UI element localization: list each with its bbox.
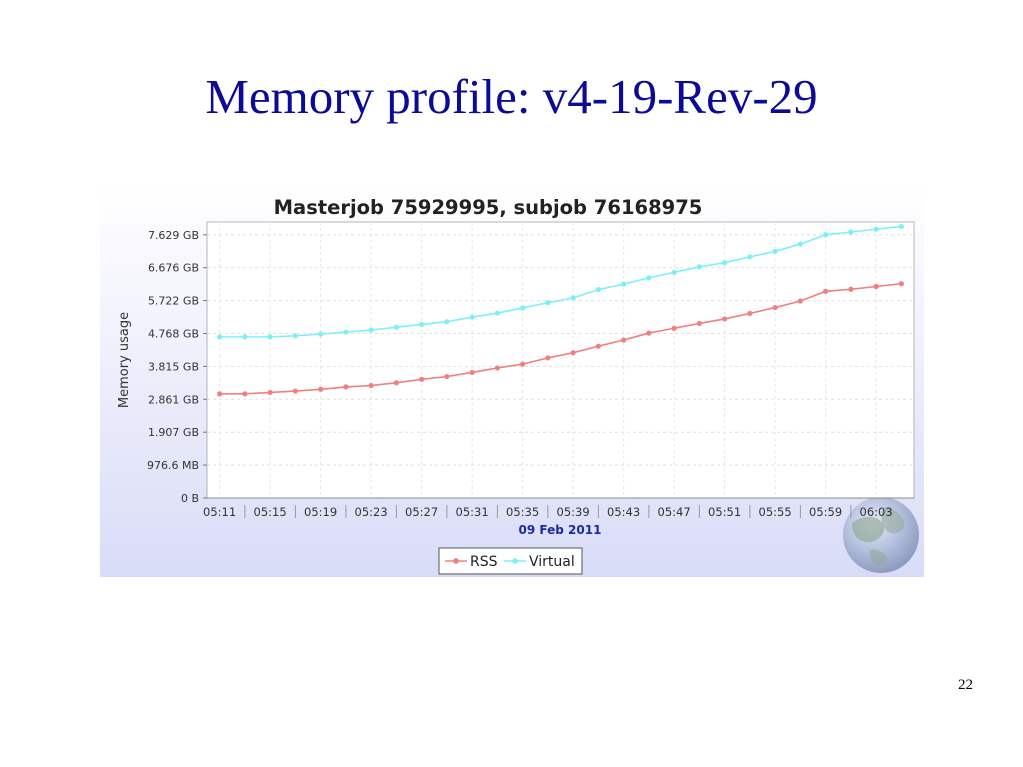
data-point-virtual	[823, 232, 829, 238]
data-point-virtual	[898, 223, 904, 230]
y-tick-label: 6.676 GB	[148, 262, 199, 275]
data-point-rss	[797, 298, 803, 304]
data-point-rss	[444, 373, 450, 380]
data-point-virtual	[595, 287, 601, 293]
x-tick-label: 05:55	[759, 505, 792, 519]
data-point-rss	[292, 388, 298, 394]
data-point-rss	[671, 325, 677, 331]
y-tick-label: 3.815 GB	[148, 360, 199, 373]
y-axis: 0 B 976.6 MB 1.907 GB 2.861 GB 3.815 GB 4.768…	[147, 229, 207, 505]
data-point-rss	[393, 380, 399, 386]
data-point-virtual	[621, 281, 627, 287]
legend: RSS Virtual	[438, 547, 583, 575]
data-point-virtual	[419, 321, 425, 328]
x-tick-label: 05:47	[658, 505, 691, 519]
x-tick-label: 05:15	[254, 505, 287, 519]
x-tick-label: 06:03	[860, 505, 893, 519]
data-point-rss	[747, 310, 753, 317]
data-point-virtual	[646, 275, 652, 281]
y-tick-label: 1.907 GB	[148, 426, 199, 439]
data-point-virtual	[292, 333, 298, 339]
x-tick-label: 05:23	[355, 505, 388, 519]
data-point-rss	[494, 365, 500, 371]
plot-area	[206, 221, 915, 499]
x-tick-label: 05:19	[304, 505, 337, 519]
legend-label-rss: RSS	[470, 554, 498, 570]
y-tick-label: 0 B	[181, 492, 199, 505]
data-point-rss	[722, 316, 728, 322]
data-point-virtual	[217, 334, 223, 340]
data-point-virtual	[722, 260, 728, 266]
x-tick-label: 05:31	[456, 505, 489, 519]
y-tick-label: 7.629 GB	[148, 229, 199, 242]
x-tick-label: 05:27	[405, 505, 438, 519]
x-tick-label: 05:39	[557, 505, 590, 519]
data-point-virtual	[242, 334, 248, 340]
y-tick-label: 5.722 GB	[148, 295, 199, 308]
data-point-virtual	[520, 305, 526, 311]
data-point-rss	[545, 355, 551, 361]
legend-marker-rss	[453, 558, 459, 564]
data-point-virtual	[267, 334, 273, 340]
data-point-virtual	[797, 241, 803, 247]
data-point-virtual	[873, 226, 879, 232]
chart-title: Masterjob 75929995, subjob 76168975	[274, 196, 703, 219]
y-tick-label: 2.861 GB	[148, 393, 199, 406]
series-group	[217, 223, 904, 397]
slide-number: 22	[958, 677, 973, 693]
legend-label-virtual: Virtual	[529, 554, 575, 570]
data-point-rss	[696, 320, 702, 327]
memory-chart: Masterjob 75929995, subjob 76168975 0 B 9…	[100, 185, 924, 577]
data-point-rss	[318, 386, 324, 392]
legend-marker-virtual	[512, 558, 518, 564]
data-point-rss	[621, 337, 627, 343]
grid	[207, 222, 914, 498]
data-point-rss	[419, 376, 425, 382]
data-point-rss	[898, 281, 904, 287]
x-tick-label: 05:35	[506, 505, 539, 519]
y-tick-label: 4.768 GB	[148, 327, 199, 340]
data-point-rss	[646, 330, 652, 336]
series-line-rss	[219, 282, 902, 395]
globe-logo	[843, 497, 919, 573]
data-point-virtual	[848, 229, 854, 235]
data-point-rss	[772, 304, 778, 311]
data-point-virtual	[747, 254, 753, 260]
data-point-rss	[520, 361, 526, 367]
data-point-virtual	[343, 329, 349, 335]
data-point-virtual	[318, 331, 324, 337]
slide-title: Memory profile: v4-19-Rev-29	[205, 69, 818, 124]
data-point-rss	[242, 391, 248, 397]
y-tick-label: 976.6 MB	[147, 459, 199, 472]
data-point-rss	[469, 369, 475, 376]
y-axis-label: Memory usage	[117, 312, 132, 408]
data-point-virtual	[393, 324, 399, 330]
data-point-virtual	[469, 314, 475, 320]
data-point-virtual	[570, 295, 576, 301]
data-point-rss	[570, 350, 576, 356]
data-point-virtual	[368, 327, 374, 333]
data-point-virtual	[671, 269, 677, 275]
x-axis: 05:11 05:15 05:19 05:23 05:27 05:31 05:35 05:39…	[203, 497, 914, 519]
data-point-rss	[595, 343, 601, 349]
x-tick-label: 05:51	[708, 505, 741, 519]
data-point-rss	[217, 391, 223, 397]
data-point-rss	[823, 288, 829, 294]
x-axis-label: 09 Feb 2011	[519, 523, 602, 537]
data-point-virtual	[772, 248, 778, 254]
data-point-rss	[267, 389, 273, 396]
x-tick-label: 05:11	[203, 505, 236, 519]
series-line-virtual	[219, 225, 902, 338]
chart-svg: Masterjob 75929995, subjob 76168975 0 B 9…	[100, 185, 924, 577]
x-tick-label: 05:43	[607, 505, 640, 519]
data-point-rss	[873, 283, 879, 290]
data-point-rss	[368, 382, 374, 389]
data-point-virtual	[444, 319, 450, 325]
data-point-virtual	[696, 264, 702, 270]
x-tick-label: 05:59	[809, 505, 842, 519]
data-point-rss	[848, 286, 854, 292]
data-point-virtual	[494, 310, 500, 316]
data-point-virtual	[545, 300, 551, 306]
data-point-rss	[343, 384, 349, 390]
